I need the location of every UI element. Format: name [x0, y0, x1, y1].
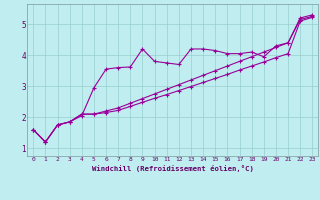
X-axis label: Windchill (Refroidissement éolien,°C): Windchill (Refroidissement éolien,°C) [92, 165, 254, 172]
